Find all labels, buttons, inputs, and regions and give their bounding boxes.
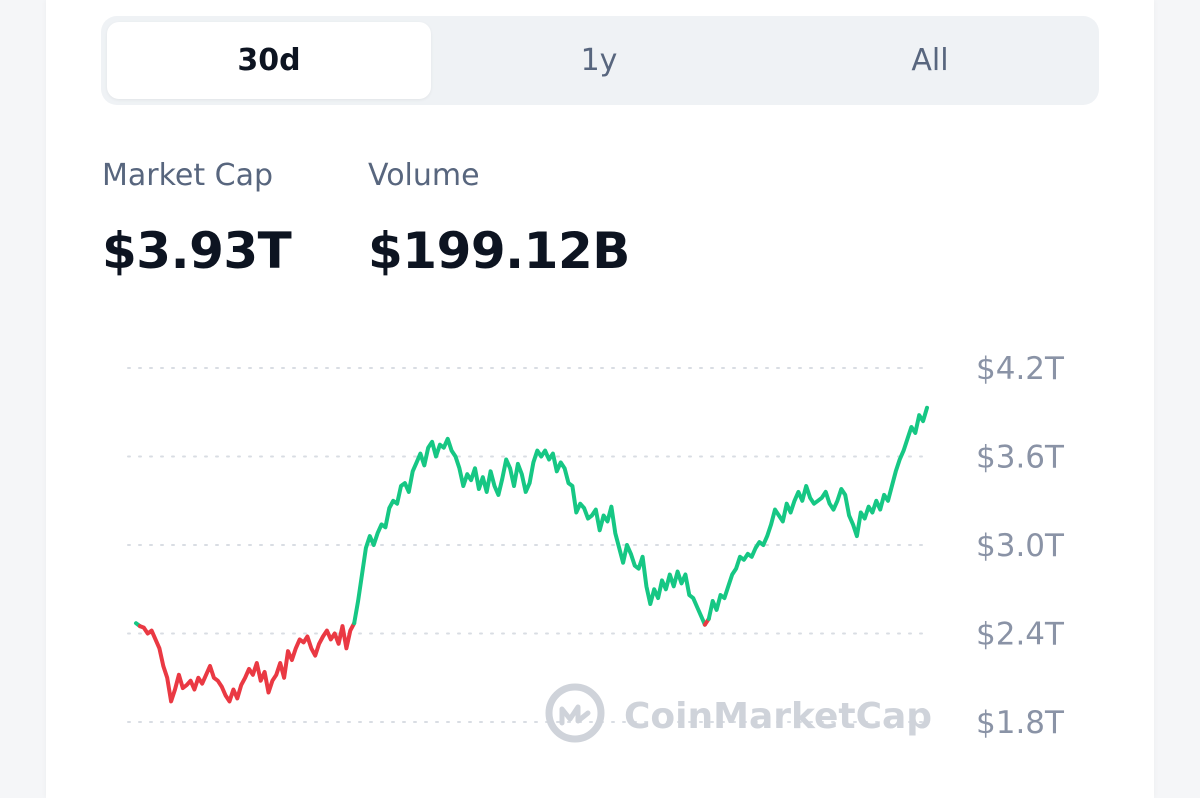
coinmarketcap-watermark: CoinMarketCap xyxy=(545,683,932,743)
tab-1y[interactable]: 1y xyxy=(580,43,618,78)
y-axis-ticks: $4.2T $3.6T $3.0T $2.4T $1.8T xyxy=(976,351,1065,741)
series-line-segment xyxy=(352,436,707,627)
series-line-segment xyxy=(706,405,929,621)
tab-all[interactable]: All xyxy=(911,43,949,78)
volume-value: $199.12B xyxy=(368,222,630,280)
volume-label: Volume xyxy=(368,158,480,193)
y-tick-label: $4.2T xyxy=(976,351,1065,387)
y-tick-label: $3.6T xyxy=(976,440,1065,476)
coinmarketcap-logo-icon xyxy=(545,683,605,743)
watermark-text: CoinMarketCap xyxy=(624,696,932,737)
chart-series-line xyxy=(134,405,929,704)
chart-grid xyxy=(127,367,929,723)
y-tick-label: $2.4T xyxy=(976,617,1065,653)
market-cap-label: Market Cap xyxy=(102,158,274,193)
market-overview-card xyxy=(46,0,1154,798)
timeframe-tabs: 30d 1y All xyxy=(101,16,1099,105)
y-tick-label: $3.0T xyxy=(976,528,1065,564)
market-cap-value: $3.93T xyxy=(102,222,292,280)
y-tick-label: $1.8T xyxy=(976,705,1065,741)
tab-30d[interactable]: 30d xyxy=(107,22,431,99)
series-line-segment xyxy=(137,621,357,704)
